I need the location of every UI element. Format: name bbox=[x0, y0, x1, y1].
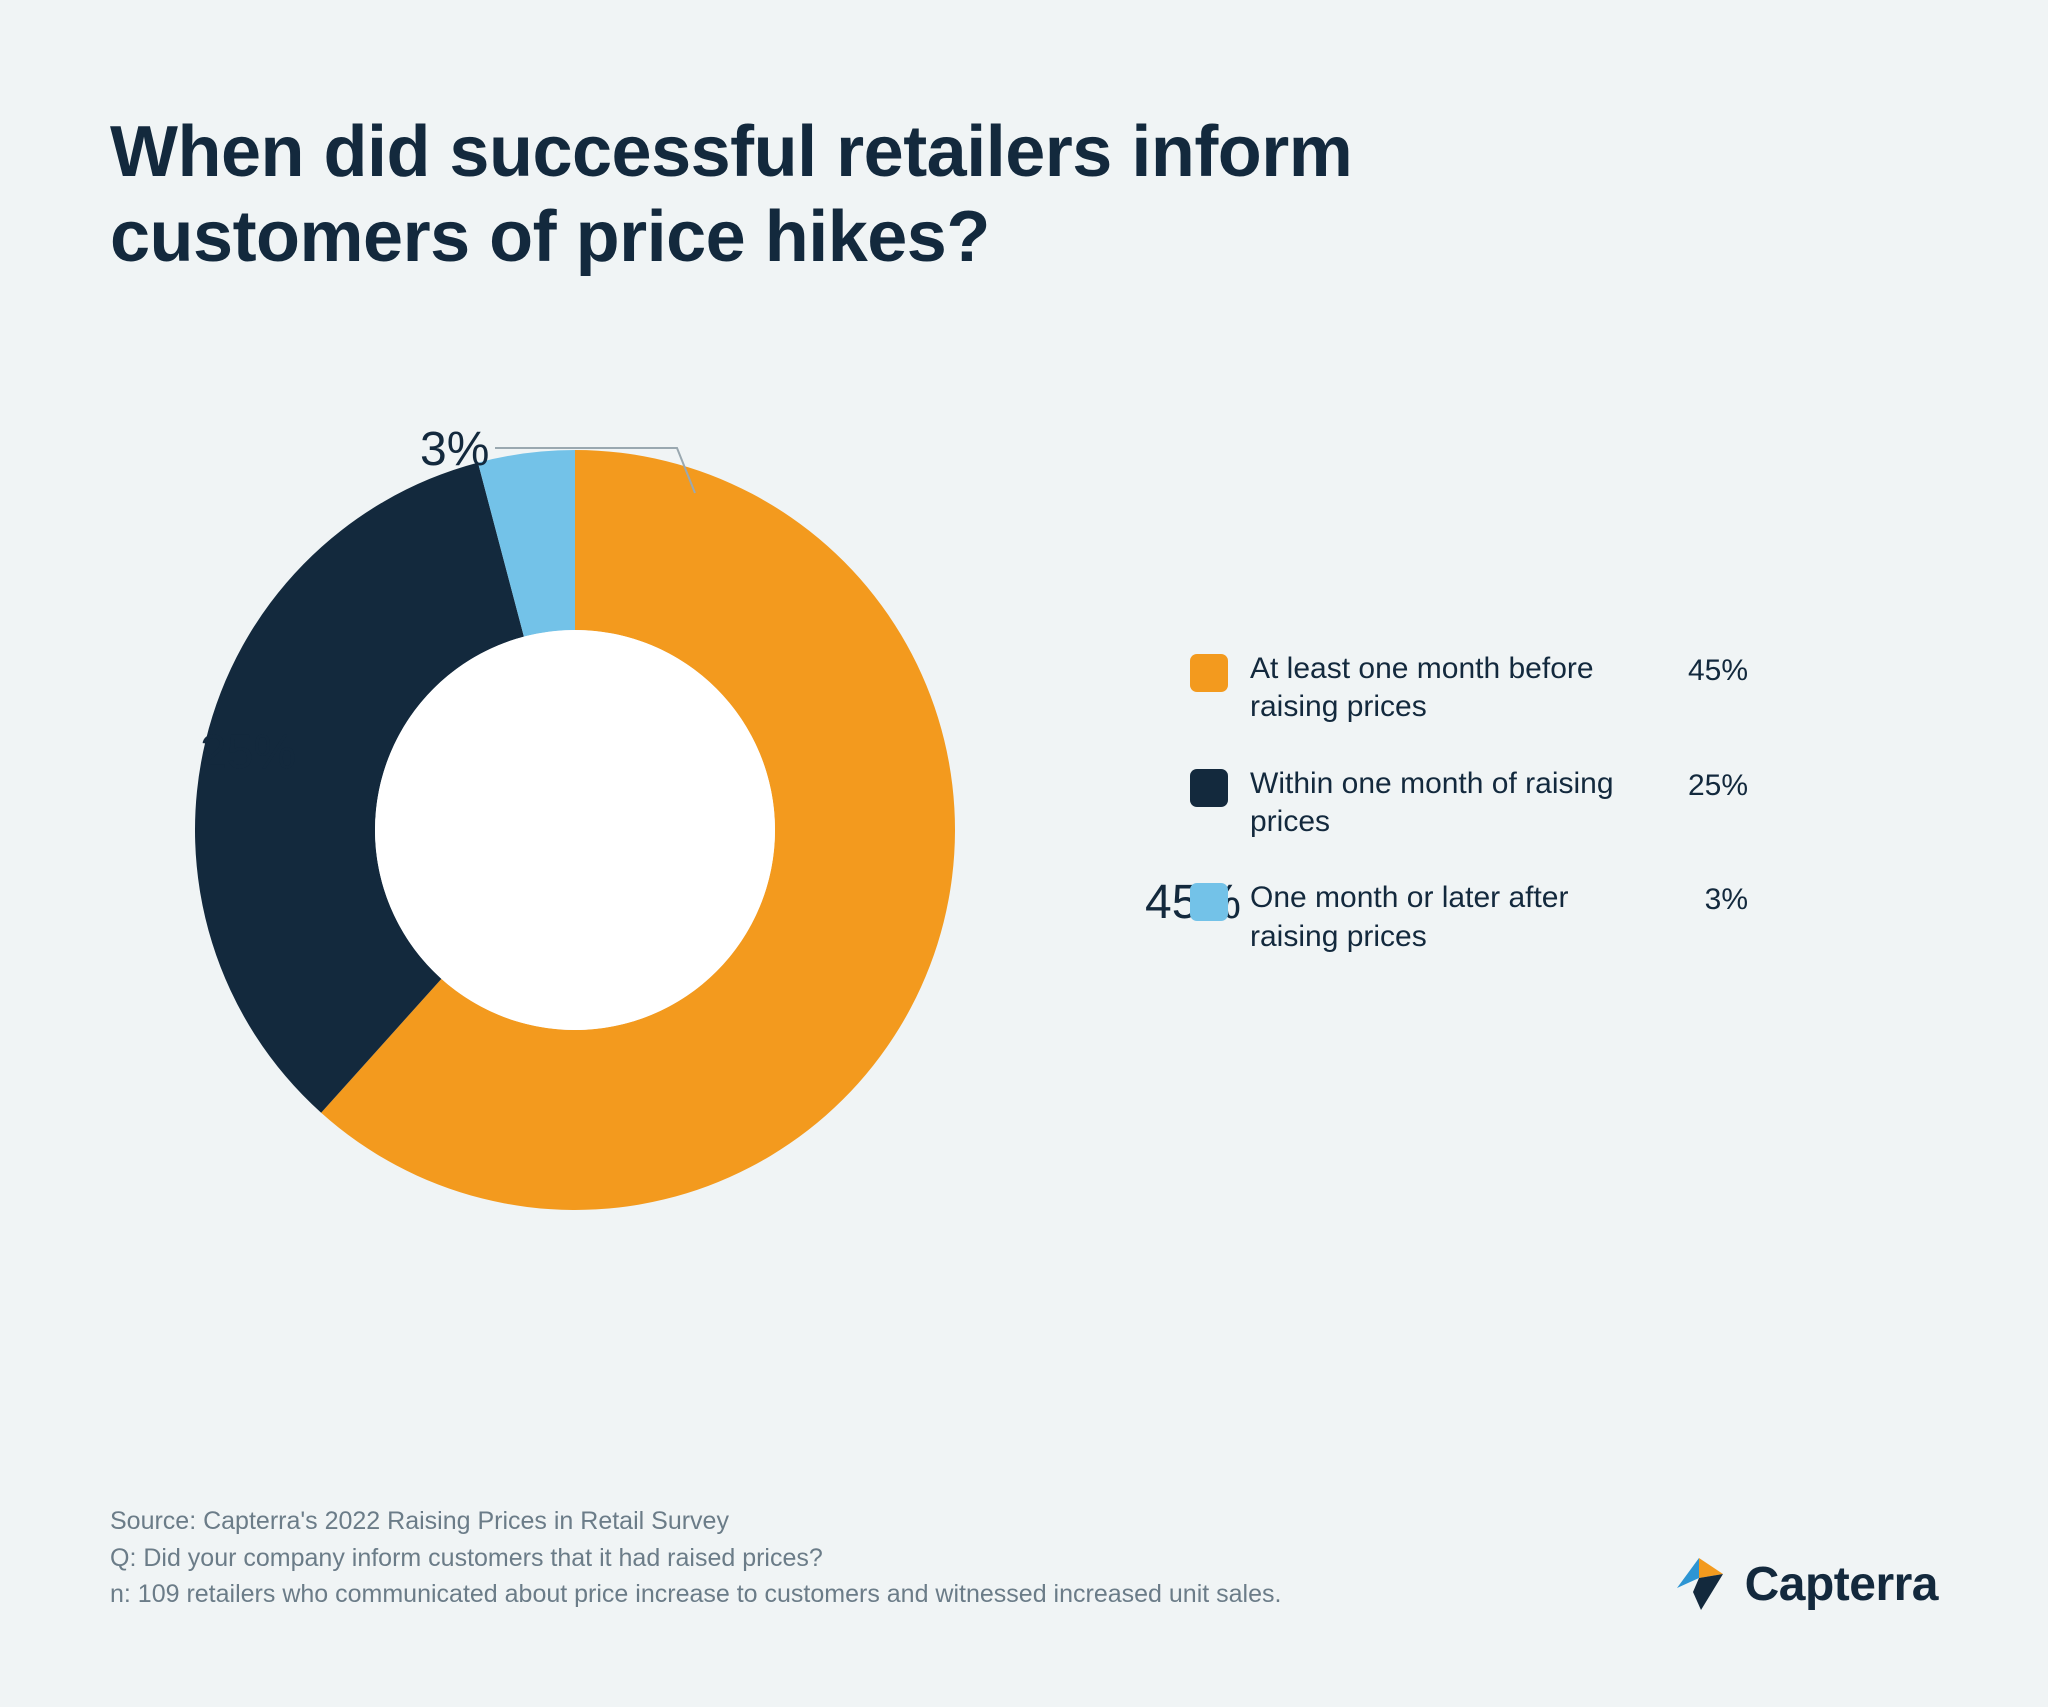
capterra-logo-icon bbox=[1671, 1556, 1727, 1612]
legend: At least one month before raising prices… bbox=[1190, 650, 1890, 994]
legend-row: One month or later after raising prices3… bbox=[1190, 879, 1890, 956]
brand: Capterra bbox=[1671, 1556, 1938, 1612]
legend-pct: 3% bbox=[1658, 879, 1748, 917]
legend-label: At least one month before raising prices bbox=[1228, 650, 1658, 727]
chart-title: When did successful retailers inform cus… bbox=[110, 110, 1610, 280]
donut-chart: 45% 25% 3% bbox=[195, 450, 955, 1210]
footer-n-note: n: 109 retailers who communicated about … bbox=[110, 1576, 1281, 1612]
infographic-page: When did successful retailers inform cus… bbox=[0, 0, 2048, 1707]
footer-source: Source: Capterra's 2022 Raising Prices i… bbox=[110, 1503, 1281, 1539]
legend-label: Within one month of raising prices bbox=[1228, 765, 1658, 842]
callout-after-leader bbox=[495, 448, 715, 508]
brand-mark-right bbox=[1693, 1574, 1723, 1610]
legend-row: At least one month before raising prices… bbox=[1190, 650, 1890, 727]
donut-center bbox=[375, 630, 775, 1030]
legend-pct: 45% bbox=[1658, 650, 1748, 688]
callout-after-pct: 3% bbox=[420, 422, 489, 477]
brand-mark-left bbox=[1677, 1558, 1699, 1588]
legend-swatch bbox=[1190, 654, 1228, 692]
legend-label: One month or later after raising prices bbox=[1228, 879, 1658, 956]
footer-question: Q: Did your company inform customers tha… bbox=[110, 1540, 1281, 1576]
legend-row: Within one month of raising prices25% bbox=[1190, 765, 1890, 842]
legend-swatch bbox=[1190, 883, 1228, 921]
footer-notes: Source: Capterra's 2022 Raising Prices i… bbox=[110, 1503, 1281, 1612]
chart-area: 45% 25% 3% At least one month before rai… bbox=[110, 410, 1938, 1310]
legend-swatch bbox=[1190, 769, 1228, 807]
callout-within-pct: 25% bbox=[200, 725, 296, 780]
legend-pct: 25% bbox=[1658, 765, 1748, 803]
brand-name: Capterra bbox=[1745, 1557, 1938, 1612]
